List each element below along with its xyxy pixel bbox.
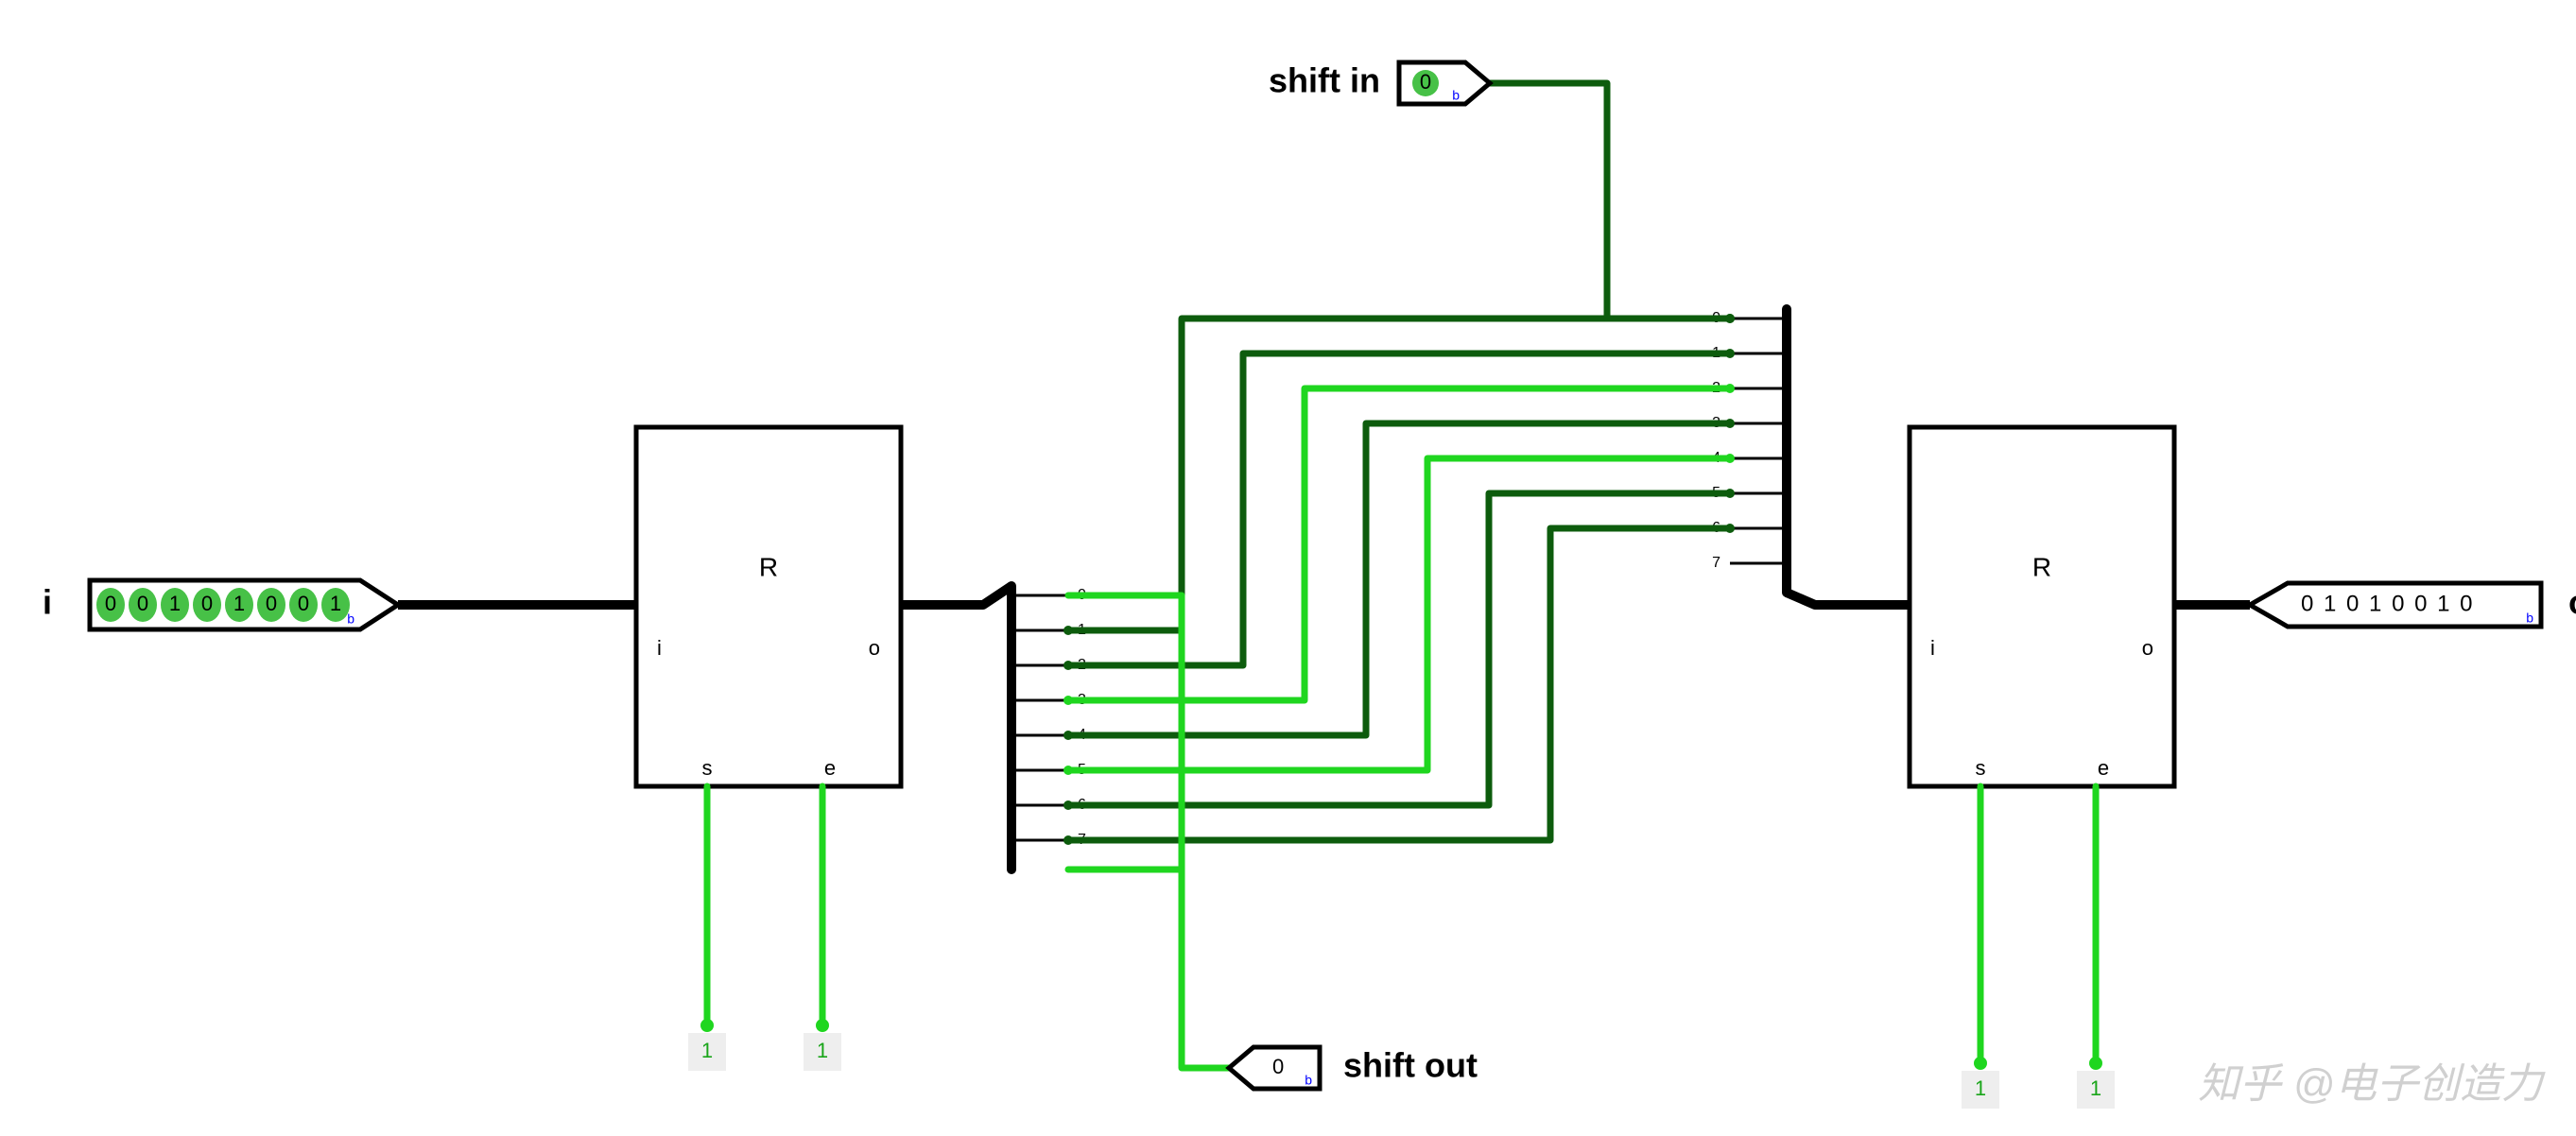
shift-wire xyxy=(1068,423,1730,735)
svg-text:R: R xyxy=(759,552,778,581)
shift-in-wire xyxy=(1475,83,1730,318)
svg-text:1: 1 xyxy=(1975,1076,1986,1100)
svg-text:0 1 0 1 0 0 1 0: 0 1 0 1 0 0 1 0 xyxy=(2301,591,2474,616)
svg-text:i: i xyxy=(657,636,662,660)
svg-text:e: e xyxy=(2098,756,2109,780)
shift-wire xyxy=(1068,388,1730,700)
svg-text:0: 0 xyxy=(137,592,148,615)
svg-text:0: 0 xyxy=(105,592,116,615)
svg-text:o: o xyxy=(869,636,880,660)
register-box-left xyxy=(636,427,901,786)
circuit-diagram: RioseRiose00101001bi0 1 0 1 0 0 1 0bo001… xyxy=(0,0,2576,1136)
svg-text:b: b xyxy=(1452,88,1460,103)
label-o: o xyxy=(2568,583,2576,622)
watermark: 知乎 @电子创造力 xyxy=(2198,1061,2546,1108)
svg-text:7: 7 xyxy=(1712,555,1720,571)
shift-wire xyxy=(1068,318,1730,630)
svg-text:o: o xyxy=(2142,636,2153,660)
subscript-b: b xyxy=(347,611,354,627)
svg-text:b: b xyxy=(2526,611,2533,626)
svg-text:1: 1 xyxy=(169,592,181,615)
svg-text:e: e xyxy=(824,756,836,780)
label-shift-out: shift out xyxy=(1343,1046,1478,1085)
shift-wire xyxy=(1068,458,1730,770)
svg-text:1: 1 xyxy=(817,1039,828,1062)
shift-out-wire xyxy=(1068,869,1229,1068)
svg-text:0: 0 xyxy=(1272,1055,1284,1078)
svg-text:s: s xyxy=(1976,756,1986,780)
bus-splitter-to-box2 xyxy=(1787,593,1910,605)
svg-text:0: 0 xyxy=(201,592,213,615)
svg-text:1: 1 xyxy=(330,592,341,615)
label-i: i xyxy=(43,583,52,622)
label-shift-in: shift in xyxy=(1269,61,1380,100)
shift-wire xyxy=(1068,528,1730,840)
svg-text:b: b xyxy=(1305,1073,1312,1088)
svg-text:1: 1 xyxy=(233,592,245,615)
bus-box1-to-splitter xyxy=(901,586,1011,605)
svg-text:i: i xyxy=(1930,636,1935,660)
svg-text:R: R xyxy=(2032,552,2051,581)
svg-text:0: 0 xyxy=(1420,70,1431,94)
svg-text:0: 0 xyxy=(266,592,277,615)
svg-text:1: 1 xyxy=(2090,1076,2101,1100)
shift-wire xyxy=(1068,353,1730,665)
svg-text:1: 1 xyxy=(701,1039,713,1062)
svg-text:s: s xyxy=(702,756,713,780)
register-box-right xyxy=(1910,427,2174,786)
shift-wire xyxy=(1068,493,1730,805)
svg-text:0: 0 xyxy=(298,592,309,615)
